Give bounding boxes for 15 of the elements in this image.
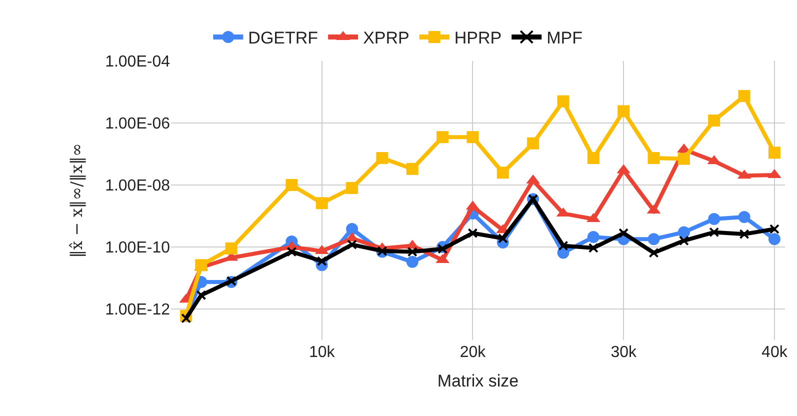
- y-tick-label: 1.00E-12: [105, 302, 170, 319]
- y-tick-label: 1.00E-04: [105, 54, 170, 71]
- y-tick-label: 1.00E-10: [105, 240, 170, 257]
- legend-label: DGETRF: [248, 28, 318, 48]
- legend-label: XPRP: [363, 28, 410, 48]
- y-axis-title: ‖x̂ − x‖∞/‖x‖∞: [66, 143, 86, 258]
- y-tick-label: 1.00E-06: [105, 116, 170, 133]
- y-tick-label: 1.00E-08: [105, 178, 170, 195]
- legend-label: MPF: [546, 28, 582, 48]
- x-axis-title: Matrix size: [437, 371, 519, 390]
- legend-label: HPRP: [454, 28, 502, 48]
- x-tick-label: 30k: [610, 344, 638, 361]
- x-tick-label: 10k: [308, 344, 336, 361]
- x-tick-label: 20k: [460, 344, 487, 361]
- x-tick-label: 40k: [762, 344, 788, 361]
